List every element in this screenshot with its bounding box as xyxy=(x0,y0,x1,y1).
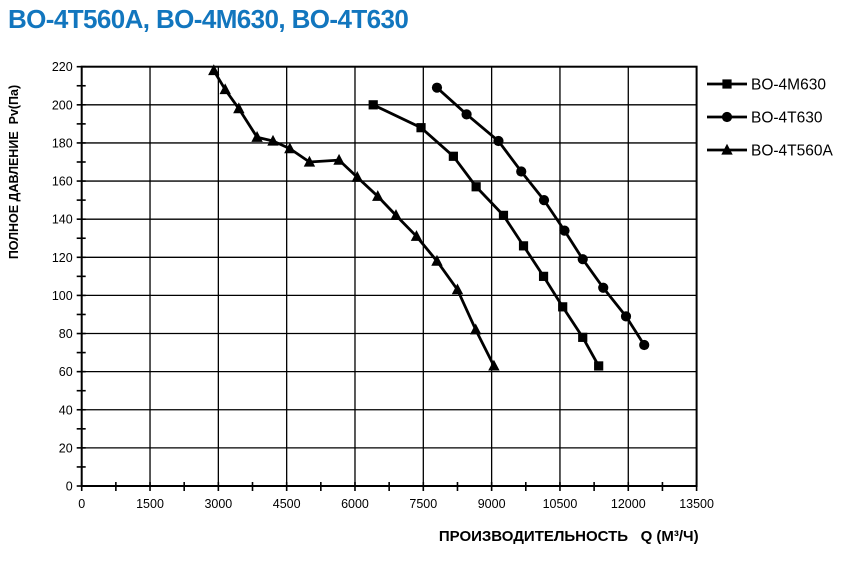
data-point-marker xyxy=(351,171,363,182)
x-tick-label: 0 xyxy=(78,497,85,511)
x-tick-label: 10500 xyxy=(543,497,578,511)
series-BO-4M630 xyxy=(368,100,604,371)
data-point-marker xyxy=(620,311,632,322)
data-point-marker xyxy=(721,143,733,155)
legend-item-BO-4T630: BO-4T630 xyxy=(707,110,823,127)
axis-ticks xyxy=(76,65,698,491)
data-point-marker xyxy=(219,83,231,95)
y-tick-labels: 0 20 40 60 80 100 120 140 160 180 200 220 xyxy=(52,60,73,493)
data-point-marker xyxy=(518,241,529,251)
x-tick-label: 13500 xyxy=(679,497,714,511)
data-point-marker xyxy=(448,151,458,161)
data-point-marker xyxy=(722,79,732,89)
y-tick-label: 200 xyxy=(52,98,73,112)
y-tick-label: 20 xyxy=(59,441,73,455)
data-point-marker xyxy=(451,283,464,295)
data-point-marker xyxy=(639,339,650,351)
y-tick-label: 40 xyxy=(59,403,73,417)
data-point-marker xyxy=(594,361,604,371)
y-tick-label: 120 xyxy=(52,251,73,265)
gridlines xyxy=(81,66,697,486)
data-point-marker xyxy=(558,302,568,312)
y-tick-label: 100 xyxy=(52,289,73,303)
chart-title: BO-4T560A, BO-4M630, BO-4T630 xyxy=(8,4,409,34)
x-tick-label: 12000 xyxy=(611,497,646,511)
series-BO-4T560A xyxy=(208,64,500,371)
legend-item-BO-4T560A: BO-4T560A xyxy=(707,143,834,160)
data-point-marker xyxy=(538,195,550,206)
y-tick-label: 0 xyxy=(66,480,73,494)
data-point-marker xyxy=(578,332,588,342)
series-line xyxy=(435,86,646,347)
plot-border xyxy=(80,65,698,487)
x-tick-labels: 0 1500 3000 4500 6000 7500 9000 10500 12000 13500 xyxy=(78,497,714,511)
data-point-marker xyxy=(577,254,588,265)
data-point-marker xyxy=(471,182,481,192)
series-BO-4T630 xyxy=(431,82,650,351)
data-point-marker xyxy=(267,134,279,146)
legend-label: BO-4T560A xyxy=(751,143,834,160)
x-tick-label: 7500 xyxy=(409,497,437,511)
x-axis-title: ПРОИЗВОДИТЕЛЬНОСТЬ Q (М³/Ч) xyxy=(439,528,699,545)
data-point-marker xyxy=(721,111,733,123)
data-point-marker xyxy=(416,123,426,133)
legend-label: BO-4M630 xyxy=(751,77,826,94)
y-axis-title: ПОЛНОЕ ДАВЛЕНИЕ Pv(Па) xyxy=(7,85,21,259)
x-tick-label: 6000 xyxy=(341,497,369,511)
y-tick-label: 180 xyxy=(52,136,73,150)
data-point-marker xyxy=(390,209,402,220)
data-point-marker xyxy=(431,82,443,93)
x-tick-label: 9000 xyxy=(478,497,506,511)
x-tick-label: 3000 xyxy=(204,497,232,511)
data-point-marker xyxy=(498,210,509,220)
data-point-marker xyxy=(410,230,423,241)
y-tick-label: 60 xyxy=(59,365,73,379)
y-tick-label: 220 xyxy=(52,60,73,74)
data-point-marker xyxy=(493,135,504,147)
data-point-marker xyxy=(368,100,378,110)
y-tick-label: 160 xyxy=(52,175,73,189)
legend: BO-4M630 BO-4T630 BO-4T560A xyxy=(707,77,834,160)
legend-label: BO-4T630 xyxy=(751,110,823,127)
data-point-marker xyxy=(488,359,500,371)
data-point-marker xyxy=(469,323,482,335)
data-point-marker xyxy=(303,155,316,167)
series-line xyxy=(371,103,601,368)
data-point-marker xyxy=(333,153,345,165)
data-point-marker xyxy=(559,225,570,236)
data-point-marker xyxy=(251,131,263,142)
data-point-marker xyxy=(284,142,296,154)
data-point-marker xyxy=(208,64,220,76)
data-point-marker xyxy=(598,282,609,293)
series-line xyxy=(212,69,496,368)
x-tick-label: 1500 xyxy=(136,497,164,511)
data-point-marker xyxy=(431,254,443,266)
data-point-marker xyxy=(461,109,472,120)
data-point-marker xyxy=(538,271,549,281)
data-point-marker xyxy=(372,190,384,201)
data-point-marker xyxy=(516,166,527,177)
legend-item-BO-4M630: BO-4M630 xyxy=(707,77,826,94)
y-tick-label: 140 xyxy=(52,213,73,227)
data-point-marker xyxy=(233,102,245,114)
y-tick-label: 80 xyxy=(59,327,73,341)
x-tick-label: 4500 xyxy=(273,497,301,511)
